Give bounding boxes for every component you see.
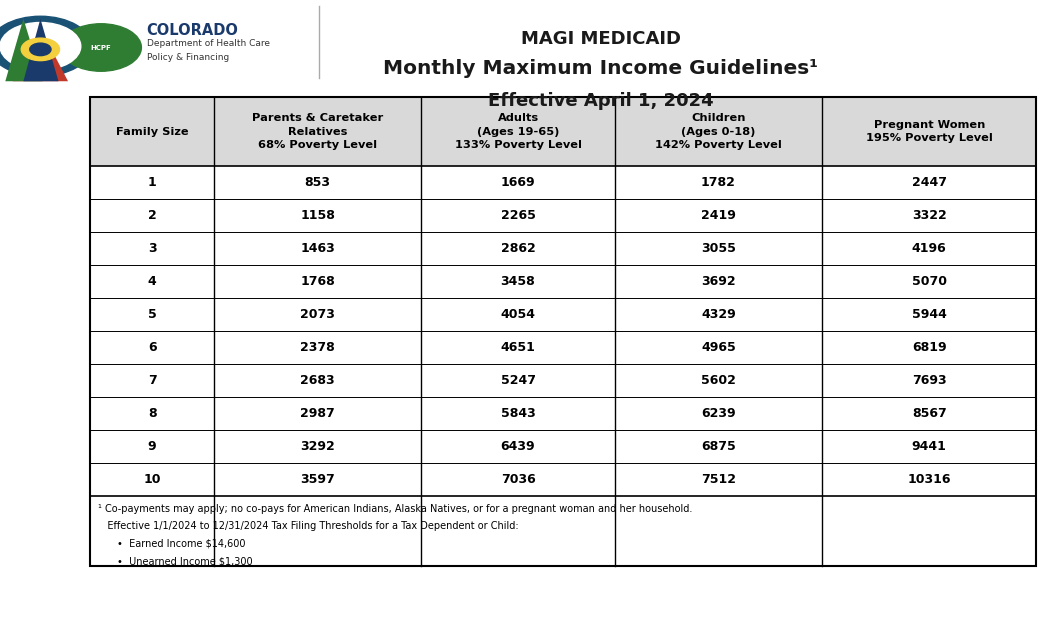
Text: Monthly Maximum Income Guidelines¹: Monthly Maximum Income Guidelines¹: [383, 59, 819, 78]
Text: 2862: 2862: [501, 242, 536, 255]
Polygon shape: [23, 19, 58, 81]
Circle shape: [0, 22, 81, 70]
Text: 7512: 7512: [701, 473, 736, 486]
Text: 9441: 9441: [912, 440, 947, 453]
Text: 4651: 4651: [501, 341, 536, 354]
Text: 6: 6: [148, 341, 156, 354]
Text: 10316: 10316: [908, 473, 951, 486]
Text: 9: 9: [148, 440, 156, 453]
Text: HCPF: HCPF: [90, 44, 112, 51]
Text: 4196: 4196: [912, 242, 947, 255]
Bar: [90, 364, 1036, 398]
Text: 3: 3: [148, 242, 156, 255]
Text: MAGI MEDICAID: MAGI MEDICAID: [521, 30, 680, 48]
Polygon shape: [5, 19, 43, 81]
Text: 2265: 2265: [501, 209, 536, 222]
Text: 7: 7: [148, 374, 156, 388]
Text: 2378: 2378: [301, 341, 335, 354]
Text: 1669: 1669: [501, 176, 536, 189]
Text: 2987: 2987: [301, 408, 335, 420]
Bar: [90, 199, 1036, 232]
Text: Parents & Caretaker
Relatives
68% Poverty Level: Parents & Caretaker Relatives 68% Povert…: [252, 113, 384, 150]
Bar: [90, 496, 1036, 566]
Text: 2419: 2419: [701, 209, 736, 222]
Text: 853: 853: [305, 176, 331, 189]
Text: 4965: 4965: [701, 341, 736, 354]
Text: Family Size: Family Size: [116, 126, 188, 136]
Text: •  Earned Income $14,600: • Earned Income $14,600: [117, 539, 246, 549]
Text: 8567: 8567: [912, 408, 947, 420]
Text: 6439: 6439: [501, 440, 536, 453]
Text: 6875: 6875: [701, 440, 736, 453]
Circle shape: [21, 38, 60, 61]
Bar: [90, 97, 1036, 566]
Bar: [90, 430, 1036, 463]
Text: Adults
(Ages 19-65)
133% Poverty Level: Adults (Ages 19-65) 133% Poverty Level: [455, 113, 581, 150]
Text: 2683: 2683: [301, 374, 335, 388]
Text: 5944: 5944: [912, 308, 947, 321]
Text: 4329: 4329: [701, 308, 736, 321]
Text: 3292: 3292: [301, 440, 335, 453]
Text: ¹ Co-payments may apply; no co-pays for American Indians, Alaska Natives, or for: ¹ Co-payments may apply; no co-pays for …: [98, 504, 692, 514]
Bar: [90, 331, 1036, 364]
Text: 1463: 1463: [301, 242, 335, 255]
Text: Pregnant Women
195% Poverty Level: Pregnant Women 195% Poverty Level: [866, 120, 993, 143]
Text: 5843: 5843: [501, 408, 536, 420]
Bar: [90, 298, 1036, 331]
Circle shape: [30, 43, 51, 56]
Text: 1158: 1158: [300, 209, 335, 222]
Text: 2: 2: [148, 209, 156, 222]
Text: Policy & Financing: Policy & Financing: [147, 52, 229, 61]
Text: 7036: 7036: [501, 473, 536, 486]
Text: 3597: 3597: [301, 473, 335, 486]
Text: •  Unearned Income $1,300: • Unearned Income $1,300: [117, 556, 253, 566]
Bar: [90, 166, 1036, 199]
Text: 1768: 1768: [301, 275, 335, 288]
Text: 3055: 3055: [701, 242, 736, 255]
Text: 3692: 3692: [701, 275, 736, 288]
Text: 3322: 3322: [912, 209, 947, 222]
Text: 8: 8: [148, 408, 156, 420]
Bar: [0, 0, 319, 88]
Text: 5: 5: [148, 308, 156, 321]
Text: Children
(Ages 0-18)
142% Poverty Level: Children (Ages 0-18) 142% Poverty Level: [655, 113, 781, 150]
Text: Effective 1/1/2024 to 12/31/2024 Tax Filing Thresholds for a Tax Dependent or Ch: Effective 1/1/2024 to 12/31/2024 Tax Fil…: [98, 521, 519, 531]
Bar: [90, 232, 1036, 265]
Text: 4: 4: [148, 275, 156, 288]
Bar: [90, 265, 1036, 298]
Text: 1782: 1782: [701, 176, 736, 189]
Text: 5247: 5247: [501, 374, 536, 388]
Circle shape: [61, 24, 141, 71]
Text: 2073: 2073: [300, 308, 335, 321]
Text: 7693: 7693: [912, 374, 946, 388]
Bar: [90, 97, 1036, 166]
Text: 5070: 5070: [912, 275, 947, 288]
Text: 1: 1: [148, 176, 156, 189]
Circle shape: [0, 16, 91, 76]
Text: Effective April 1, 2024: Effective April 1, 2024: [488, 92, 713, 110]
Text: 2447: 2447: [912, 176, 947, 189]
Text: 6239: 6239: [701, 408, 736, 420]
Text: 5602: 5602: [701, 374, 736, 388]
Text: 10: 10: [144, 473, 161, 486]
Text: 6819: 6819: [912, 341, 946, 354]
Polygon shape: [13, 28, 68, 81]
Text: Department of Health Care: Department of Health Care: [147, 39, 270, 48]
Text: 4054: 4054: [501, 308, 536, 321]
Text: COLORADO: COLORADO: [147, 23, 238, 38]
Bar: [90, 463, 1036, 496]
Text: 3458: 3458: [501, 275, 536, 288]
Bar: [90, 398, 1036, 430]
